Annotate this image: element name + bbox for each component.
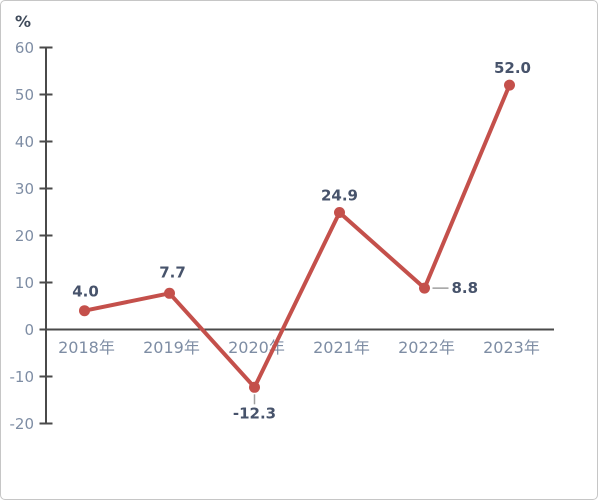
data-point-label: 52.0 (494, 59, 531, 77)
y-axis-tick-label: -20 (10, 415, 35, 433)
data-point-label: 8.8 (452, 279, 479, 297)
y-axis-tick-label: -10 (10, 368, 35, 386)
data-point-label: 24.9 (321, 186, 358, 204)
y-axis-tick-label: 50 (15, 86, 34, 104)
y-axis-tick-label: 40 (15, 133, 34, 151)
data-point (249, 381, 260, 393)
x-axis-category-label: 2018年 (58, 338, 115, 357)
y-axis-unit-label: % (15, 12, 31, 31)
data-point (504, 79, 515, 91)
data-point (334, 206, 345, 218)
y-axis-tick-label: 10 (15, 274, 34, 292)
x-axis-category-label: 2023年 (483, 338, 540, 357)
x-axis-category-label: 2019年 (143, 338, 200, 357)
y-axis-tick-label: 30 (15, 180, 34, 198)
data-point-label: 7.7 (159, 263, 186, 281)
data-point (79, 305, 90, 317)
x-axis-category-label: 2021年 (313, 338, 370, 357)
data-point (419, 282, 430, 294)
leader-lines-layer (253, 287, 449, 405)
data-labels-layer: 4.0 7.7 -12.3 24.9 8.8 52.0 (72, 59, 531, 422)
series-layer (79, 79, 515, 393)
x-axis-category-label: 2022年 (398, 338, 455, 357)
y-axis-tick-label: 0 (24, 321, 34, 339)
data-point (164, 287, 175, 299)
y-axis-tick-label: 60 (15, 39, 34, 57)
data-point-label: 4.0 (72, 283, 99, 301)
y-axis-tick-label: 20 (15, 227, 34, 245)
data-point-label: -12.3 (233, 404, 276, 422)
series-line (82, 83, 512, 390)
